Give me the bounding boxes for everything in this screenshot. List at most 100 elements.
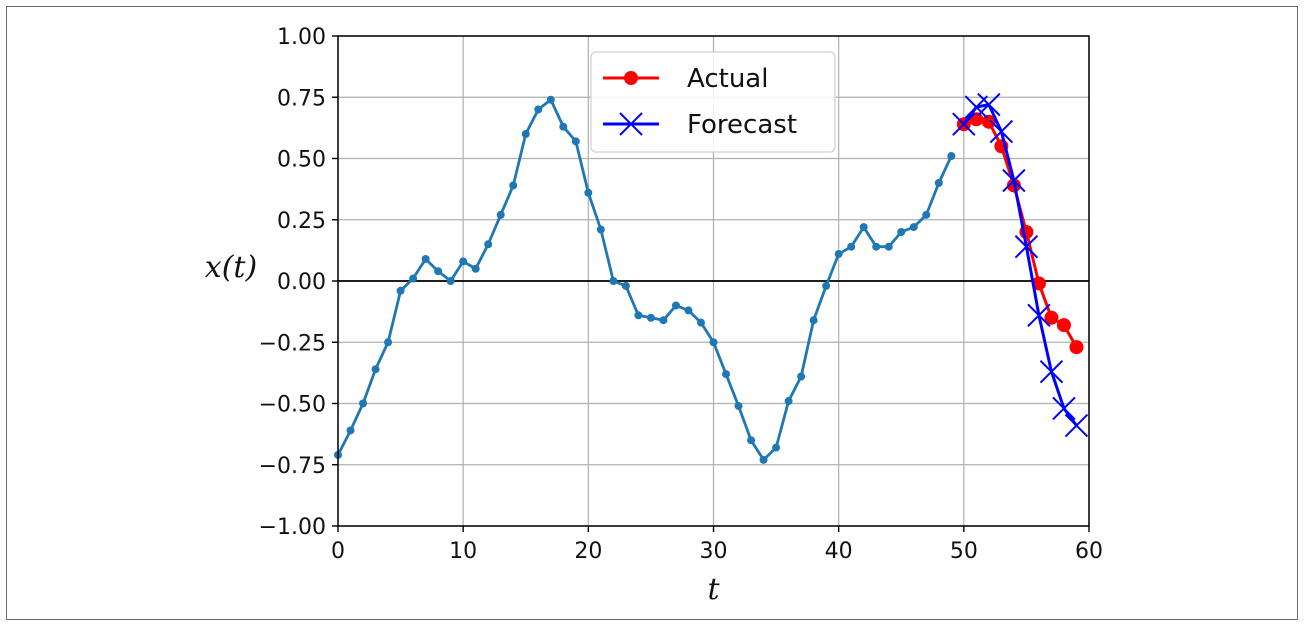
history-point (684, 306, 693, 315)
history-point (446, 277, 455, 285)
x-tick-label: 20 (574, 539, 602, 564)
y-axis-title: x(t) (205, 250, 257, 285)
history-point (521, 130, 530, 138)
history-point (922, 210, 931, 219)
history-point (496, 210, 505, 219)
forecast-point (1039, 359, 1064, 384)
forecast-point-stroke (1052, 396, 1076, 421)
y-tick-label: 1.00 (277, 25, 326, 50)
forecast-point (1014, 234, 1039, 259)
forecast-point (989, 119, 1014, 144)
history-point (359, 399, 368, 408)
history-point (346, 426, 355, 435)
history-point (371, 365, 380, 374)
history-point (784, 397, 793, 406)
history-point (534, 105, 543, 114)
history-point (559, 122, 568, 131)
history-point (409, 274, 418, 283)
forecast-point (1002, 168, 1026, 193)
legend-label: Actual (687, 64, 768, 94)
history-point (434, 267, 443, 276)
history-point (947, 152, 956, 161)
legend-marker (619, 112, 643, 136)
y-tick-label: 0.75 (277, 86, 326, 111)
history-point (759, 455, 768, 464)
actual-point (1031, 276, 1046, 291)
actual-point (1069, 340, 1084, 355)
x-tick-label: 60 (1075, 539, 1103, 564)
forecast-point-stroke (1014, 234, 1039, 259)
history-point (484, 240, 493, 249)
y-tick-label: 0.00 (277, 270, 326, 295)
line-chart: 0 10 20 30 40 50 60 −1.00 −0.75 −0.50 −0.25 0.00 0.2… (205, 25, 1103, 607)
forecast-point (1064, 413, 1089, 438)
ticks: 0 10 20 30 40 50 60 −1.00 −0.75 −0.50 −0.25 0.00 0.2… (259, 25, 1103, 564)
x-tick-label: 0 (331, 539, 345, 564)
history-point (459, 257, 468, 266)
actual-point (981, 114, 996, 129)
history-point (847, 242, 856, 251)
forecast-point (952, 112, 976, 136)
y-tick-label: −0.75 (259, 454, 326, 479)
history-point (584, 188, 593, 197)
history-point (671, 301, 680, 310)
legend-label: Forecast (687, 110, 797, 140)
history-point (897, 228, 906, 236)
history-point (722, 370, 731, 379)
y-tick-label: −1.00 (259, 515, 326, 540)
legend: Actual Forecast (590, 51, 836, 153)
forecast-point-stroke (1027, 303, 1051, 328)
history-point (747, 436, 756, 445)
forecast-point-stroke (1002, 168, 1026, 193)
forecast-point (977, 92, 1001, 117)
history-point (872, 242, 881, 251)
legend-marker (624, 71, 638, 85)
history-point (884, 242, 893, 251)
actual-point (1056, 318, 1071, 333)
forecast-point-stroke (989, 119, 1014, 144)
forecast-point (1027, 303, 1051, 328)
y-tick-label: −0.25 (259, 331, 326, 356)
series-group (334, 92, 1089, 464)
x-axis-title: t (707, 572, 720, 607)
history-point (646, 313, 655, 322)
actual-point (1044, 310, 1059, 325)
history-point (471, 264, 480, 273)
figure-frame: 0 10 20 30 40 50 60 −1.00 −0.75 −0.50 −0.25 0.00 0.2… (6, 6, 1298, 620)
history-point (384, 338, 393, 347)
history-point (834, 250, 843, 259)
history-point (809, 316, 818, 325)
forecast-point-stroke (1064, 413, 1089, 438)
history-point (421, 254, 430, 263)
series-line-history (336, 98, 953, 462)
x-tick-label: 30 (700, 539, 728, 564)
history-point (571, 137, 580, 146)
history-point (909, 223, 918, 232)
history-point (621, 281, 630, 290)
history-point (734, 401, 743, 410)
history-point (934, 179, 943, 187)
history-point (659, 316, 668, 325)
forecast-point (1052, 396, 1076, 421)
y-tick-label: 0.50 (277, 148, 326, 173)
forecast-point-stroke (952, 112, 976, 136)
history-point (859, 223, 868, 232)
history-point (609, 277, 618, 285)
history-point (696, 318, 705, 327)
x-tick-label: 40 (825, 539, 853, 564)
history-point (772, 443, 781, 452)
x-tick-label: 10 (449, 539, 477, 564)
forecast-point-stroke (977, 92, 1001, 117)
x-tick-label: 50 (950, 539, 978, 564)
history-point (509, 181, 518, 190)
history-point (822, 281, 831, 290)
history-point (709, 338, 718, 347)
history-point (797, 372, 806, 381)
y-tick-label: 0.25 (277, 209, 326, 234)
history-point (396, 286, 405, 295)
history-point (596, 225, 605, 234)
series-line-forecast (962, 103, 1078, 427)
history-point (546, 95, 555, 104)
forecast-point-stroke (1039, 359, 1064, 384)
history-point (634, 311, 643, 320)
